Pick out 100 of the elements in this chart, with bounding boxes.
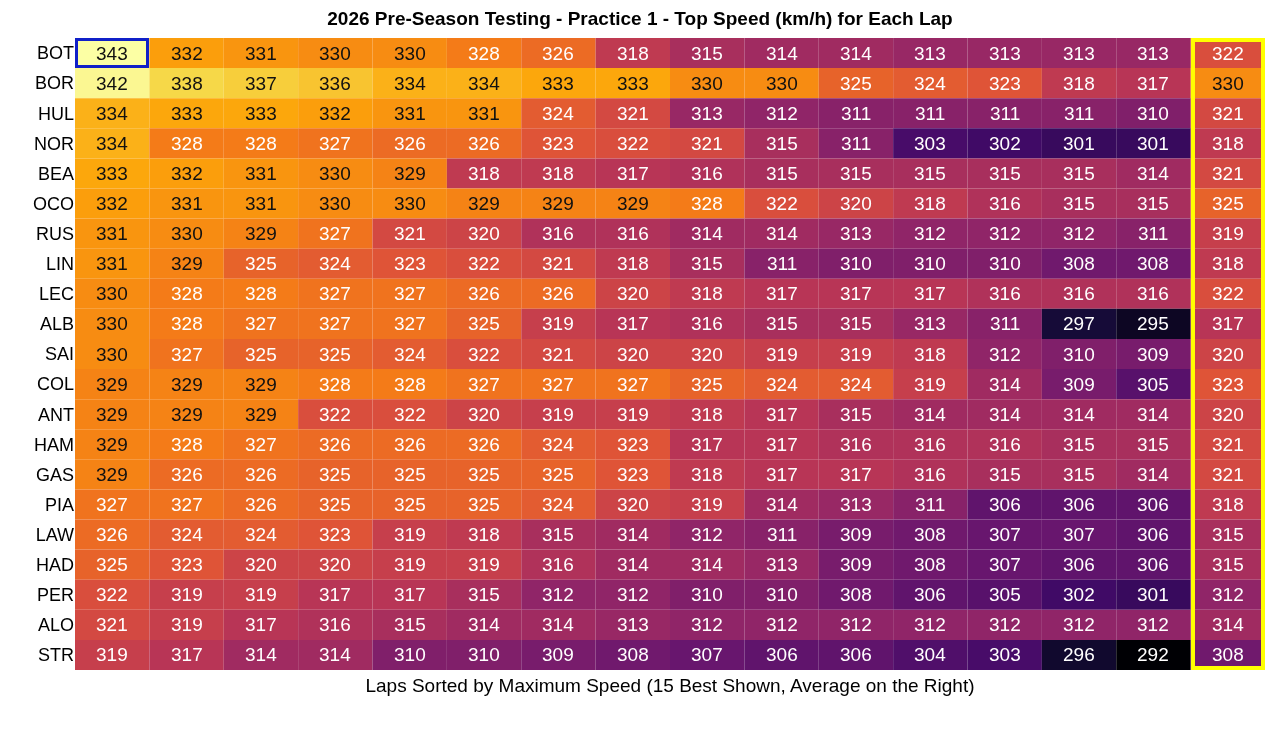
data-label: 322 xyxy=(468,253,500,274)
data-label: 318 xyxy=(1212,133,1244,154)
data-label: 320 xyxy=(691,344,723,365)
data-label: 327 xyxy=(171,344,203,365)
y-tick-label: HAD xyxy=(35,554,74,575)
data-label: 317 xyxy=(319,584,351,605)
data-label: 311 xyxy=(915,494,946,515)
data-label: 325 xyxy=(96,554,128,575)
chart-title: 2026 Pre-Season Testing - Practice 1 - Top Speed (km/h) for Each Lap xyxy=(327,7,953,29)
data-label: 317 xyxy=(766,404,798,425)
data-label: 329 xyxy=(245,404,277,425)
data-label: 319 xyxy=(840,344,872,365)
data-label: 314 xyxy=(691,223,724,244)
data-label: 312 xyxy=(1063,223,1095,244)
data-label: 315 xyxy=(542,524,574,545)
data-label: 333 xyxy=(96,163,128,184)
data-label: 308 xyxy=(1063,253,1095,274)
data-label: 314 xyxy=(989,374,1022,395)
data-label: 327 xyxy=(319,283,351,304)
y-tick-label: ANT xyxy=(38,404,74,425)
data-label: 317 xyxy=(245,614,277,635)
data-label: 308 xyxy=(840,584,872,605)
data-label: 317 xyxy=(394,584,426,605)
data-label: 314 xyxy=(766,223,799,244)
data-label: 318 xyxy=(914,193,946,214)
data-label: 311 xyxy=(990,313,1021,334)
data-label: 304 xyxy=(914,644,947,665)
data-label: 323 xyxy=(617,464,649,485)
data-label: 327 xyxy=(617,374,649,395)
data-label: 310 xyxy=(914,253,946,274)
data-label: 310 xyxy=(840,253,872,274)
data-label: 320 xyxy=(245,554,277,575)
data-label: 316 xyxy=(542,554,574,575)
data-label: 317 xyxy=(840,283,872,304)
data-label: 312 xyxy=(840,614,872,635)
data-label: 314 xyxy=(1137,464,1170,485)
data-label: 310 xyxy=(691,584,723,605)
data-label: 318 xyxy=(468,163,500,184)
data-label: 314 xyxy=(840,43,873,64)
y-tick-label: HUL xyxy=(37,103,74,124)
data-label: 318 xyxy=(542,163,574,184)
data-label: 314 xyxy=(989,404,1022,425)
data-label: 321 xyxy=(542,253,574,274)
data-label: 312 xyxy=(989,223,1021,244)
data-label: 321 xyxy=(617,103,649,124)
data-label: 315 xyxy=(394,614,426,635)
data-label: 315 xyxy=(468,584,500,605)
y-tick-label: RUS xyxy=(35,223,74,244)
data-label: 329 xyxy=(171,404,203,425)
data-label: 334 xyxy=(394,73,427,94)
data-label: 327 xyxy=(171,494,203,515)
data-label: 323 xyxy=(171,554,203,575)
y-tick-label: BEA xyxy=(37,163,74,184)
data-label: 311 xyxy=(841,103,872,124)
data-label: 315 xyxy=(1137,434,1169,455)
data-label: 306 xyxy=(840,644,872,665)
data-label: 329 xyxy=(617,193,649,214)
data-label: 309 xyxy=(1137,344,1169,365)
data-label: 322 xyxy=(468,344,500,365)
data-label: 316 xyxy=(914,464,946,485)
data-label: 316 xyxy=(1063,283,1095,304)
data-label: 324 xyxy=(171,524,204,545)
data-label: 302 xyxy=(989,133,1021,154)
y-tick-label: PER xyxy=(36,585,74,606)
data-label: 319 xyxy=(468,554,500,575)
data-label: 314 xyxy=(691,554,724,575)
data-label: 325 xyxy=(319,344,351,365)
data-label: 323 xyxy=(394,253,426,274)
y-tick-label: HAM xyxy=(34,434,74,455)
data-label: 315 xyxy=(1063,434,1095,455)
y-tick-label: ALB xyxy=(39,314,74,335)
data-label: 316 xyxy=(989,283,1021,304)
data-label: 312 xyxy=(1063,614,1095,635)
data-label: 313 xyxy=(840,494,872,515)
data-label: 310 xyxy=(1063,344,1095,365)
data-label: 324 xyxy=(394,344,427,365)
data-label: 314 xyxy=(766,43,799,64)
data-label: 327 xyxy=(468,374,500,395)
data-label: 313 xyxy=(989,43,1021,64)
data-label: 315 xyxy=(840,404,872,425)
data-label: 315 xyxy=(691,253,723,274)
data-label: 315 xyxy=(1063,464,1095,485)
data-label: 303 xyxy=(989,644,1021,665)
data-label: 302 xyxy=(1063,584,1095,605)
data-label: 315 xyxy=(989,464,1021,485)
data-label: 323 xyxy=(617,434,649,455)
data-label: 343 xyxy=(96,43,128,64)
data-label: 333 xyxy=(171,103,203,124)
data-label: 309 xyxy=(840,524,872,545)
data-label: 306 xyxy=(1137,494,1169,515)
data-label: 329 xyxy=(171,374,203,395)
y-tick-label: NOR xyxy=(34,133,74,154)
data-label: 333 xyxy=(245,103,277,124)
data-label: 328 xyxy=(171,434,203,455)
y-tick-label: BOT xyxy=(36,43,74,64)
data-label: 326 xyxy=(171,464,203,485)
data-label: 310 xyxy=(766,584,798,605)
data-label: 318 xyxy=(914,344,946,365)
data-label: 325 xyxy=(691,374,723,395)
data-label: 311 xyxy=(1064,103,1095,124)
